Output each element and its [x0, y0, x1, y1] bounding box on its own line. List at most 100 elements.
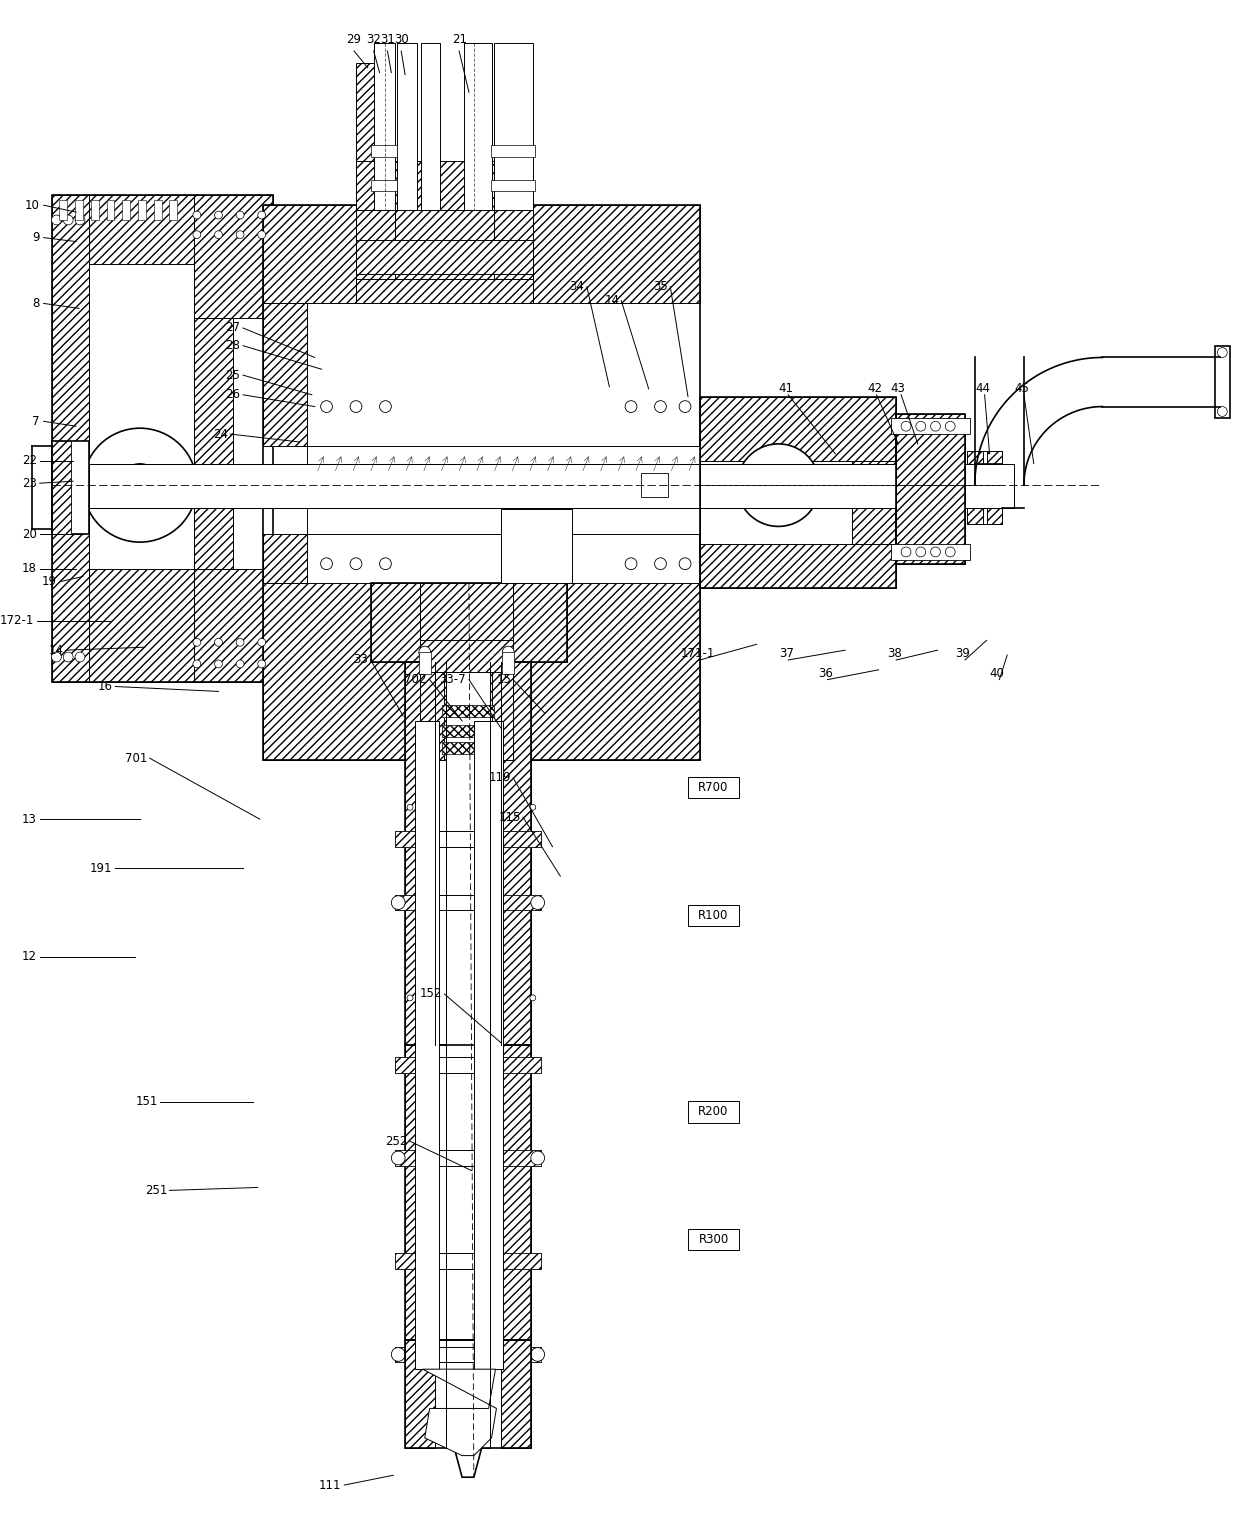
Bar	[446, 662, 490, 1448]
Bar	[371, 584, 420, 662]
Bar	[699, 544, 897, 588]
Text: 14: 14	[48, 644, 63, 656]
Bar	[52, 568, 273, 682]
Circle shape	[680, 557, 691, 570]
Circle shape	[258, 211, 265, 219]
Text: 28: 28	[226, 339, 241, 353]
Bar	[967, 451, 1002, 525]
Bar	[405, 1340, 434, 1448]
Circle shape	[529, 995, 536, 1001]
Bar	[501, 895, 541, 910]
Bar	[491, 671, 513, 761]
Bar	[405, 662, 531, 1046]
Bar	[263, 534, 306, 584]
Bar	[373, 43, 396, 209]
Bar	[52, 440, 71, 534]
Text: 26: 26	[226, 388, 241, 402]
Circle shape	[236, 661, 244, 668]
Bar	[396, 895, 434, 910]
Bar	[967, 451, 982, 525]
Text: 41: 41	[779, 382, 794, 394]
Bar	[443, 705, 469, 718]
Circle shape	[193, 211, 201, 219]
Text: 27: 27	[226, 322, 241, 334]
Text: 35: 35	[653, 280, 668, 293]
Circle shape	[258, 661, 265, 668]
Circle shape	[531, 1150, 544, 1164]
Text: 40: 40	[990, 667, 1004, 679]
Text: 152: 152	[420, 987, 443, 1001]
Bar	[502, 651, 515, 673]
Text: 191: 191	[91, 862, 113, 875]
Bar	[501, 1346, 541, 1363]
Text: 10: 10	[25, 199, 40, 211]
Bar	[306, 447, 699, 534]
Circle shape	[215, 639, 222, 647]
Circle shape	[1218, 407, 1228, 416]
Bar	[501, 1150, 541, 1166]
Bar	[965, 464, 1014, 508]
Bar	[443, 725, 494, 736]
Text: 38: 38	[887, 647, 901, 661]
Circle shape	[1218, 348, 1228, 357]
Circle shape	[763, 470, 794, 500]
Text: R300: R300	[698, 1234, 729, 1246]
Circle shape	[379, 557, 392, 570]
Bar	[154, 200, 161, 220]
Bar	[420, 43, 440, 209]
Circle shape	[502, 647, 515, 658]
Circle shape	[236, 231, 244, 239]
Bar	[371, 584, 567, 662]
Bar	[52, 196, 273, 682]
Bar	[641, 473, 668, 497]
Bar	[60, 200, 67, 220]
Text: 39: 39	[956, 647, 971, 661]
Bar	[699, 397, 897, 588]
Bar	[892, 544, 970, 561]
Bar	[501, 1046, 531, 1340]
Bar	[356, 162, 533, 209]
Bar	[397, 43, 417, 209]
Bar	[987, 451, 1002, 525]
Bar	[193, 196, 273, 319]
Bar	[464, 43, 491, 209]
Circle shape	[118, 464, 161, 507]
Bar	[396, 1150, 434, 1166]
Circle shape	[407, 804, 413, 810]
Circle shape	[52, 651, 61, 662]
Bar	[396, 1056, 434, 1072]
Bar	[193, 319, 233, 568]
Circle shape	[916, 547, 926, 557]
Circle shape	[52, 216, 61, 225]
Bar	[501, 1254, 541, 1269]
Text: 12: 12	[22, 950, 37, 962]
Circle shape	[625, 557, 637, 570]
Bar	[474, 721, 503, 1369]
Bar	[892, 419, 970, 434]
Circle shape	[407, 995, 413, 1001]
Bar	[699, 397, 897, 460]
Text: R700: R700	[698, 781, 729, 795]
Bar	[469, 742, 494, 755]
Text: 44: 44	[975, 382, 991, 394]
Circle shape	[945, 422, 955, 431]
Bar	[396, 1346, 434, 1363]
Polygon shape	[454, 1448, 481, 1477]
Text: 25: 25	[226, 368, 241, 382]
Circle shape	[392, 1150, 405, 1164]
Text: 14: 14	[604, 294, 619, 306]
Circle shape	[901, 422, 911, 431]
Bar	[852, 460, 897, 544]
Bar	[699, 464, 897, 508]
Text: 8: 8	[32, 297, 40, 310]
Circle shape	[193, 639, 201, 647]
Text: 7: 7	[32, 414, 40, 428]
Text: 151: 151	[135, 1095, 157, 1109]
Circle shape	[236, 211, 244, 219]
Circle shape	[392, 1348, 405, 1361]
Circle shape	[945, 547, 955, 557]
Circle shape	[655, 557, 666, 570]
Circle shape	[215, 211, 222, 219]
Text: 13: 13	[22, 813, 37, 825]
Circle shape	[901, 547, 911, 557]
